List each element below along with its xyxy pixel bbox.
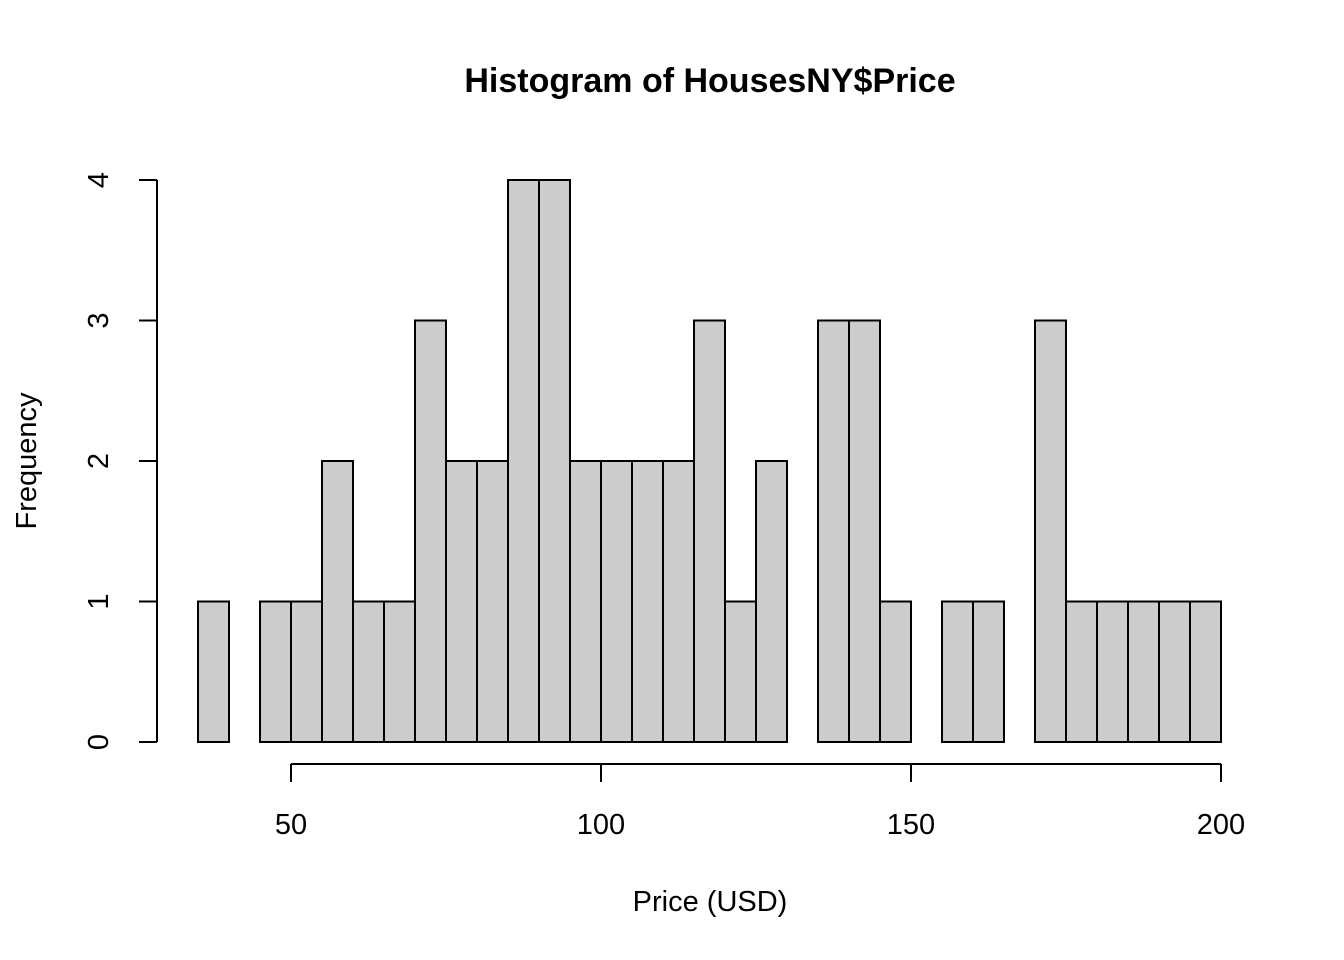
- histogram-bar-75-80: [445, 460, 478, 743]
- histogram-bar-60-65: [352, 600, 385, 743]
- histogram-bar-70-75: [414, 319, 447, 743]
- x-tick-label-150: 150: [887, 809, 935, 841]
- histogram-bar-175-180: [1065, 600, 1098, 743]
- y-axis-label: Frequency: [11, 392, 43, 530]
- y-tick-label-4: 4: [83, 172, 115, 188]
- histogram-bar-190-195: [1158, 600, 1191, 743]
- x-axis: 50 100 150 200: [275, 763, 1245, 841]
- histogram-bar-120-125: [724, 600, 757, 743]
- y-tick-label-2: 2: [83, 453, 115, 469]
- x-axis-label: Price (USD): [633, 886, 788, 918]
- histogram-bar-85-90: [507, 179, 540, 743]
- histogram-bar-35-40: [197, 600, 230, 743]
- histogram-bar-110-115: [662, 460, 695, 743]
- x-tick-label-50: 50: [275, 809, 307, 841]
- histogram-bar-160-165: [972, 600, 1005, 743]
- histogram-bar-80-85: [476, 460, 509, 743]
- histogram-bar-155-160: [941, 600, 974, 743]
- histogram-bar-145-150: [879, 600, 912, 743]
- histogram-bar-55-60: [321, 460, 354, 743]
- chart-title: Histogram of HousesNY$Price: [464, 62, 955, 100]
- x-tick-label-200: 200: [1197, 809, 1245, 841]
- histogram-bar-140-145: [848, 319, 881, 743]
- histogram-bars: [197, 179, 1222, 743]
- histogram-bar-180-185: [1096, 600, 1129, 743]
- histogram-bar-90-95: [538, 179, 571, 743]
- histogram-bar-105-110: [631, 460, 664, 743]
- histogram-bar-50-55: [290, 600, 323, 743]
- histogram-bar-45-50: [259, 600, 292, 743]
- histogram-bar-135-140: [817, 319, 850, 743]
- histogram-bar-95-100: [569, 460, 602, 743]
- histogram-bar-65-70: [383, 600, 416, 743]
- y-tick-label-1: 1: [83, 593, 115, 609]
- x-tick-label-100: 100: [577, 809, 625, 841]
- histogram-bar-195-200: [1189, 600, 1222, 743]
- histogram-bar-100-105: [600, 460, 633, 743]
- histogram-bar-170-175: [1034, 319, 1067, 743]
- y-tick-label-0: 0: [83, 734, 115, 750]
- histogram-bar-185-190: [1127, 600, 1160, 743]
- y-tick-label-3: 3: [83, 312, 115, 328]
- histogram-bar-115-120: [693, 319, 726, 743]
- histogram-bar-125-130: [755, 460, 788, 743]
- y-axis: 0 1 2 3 4: [83, 172, 158, 750]
